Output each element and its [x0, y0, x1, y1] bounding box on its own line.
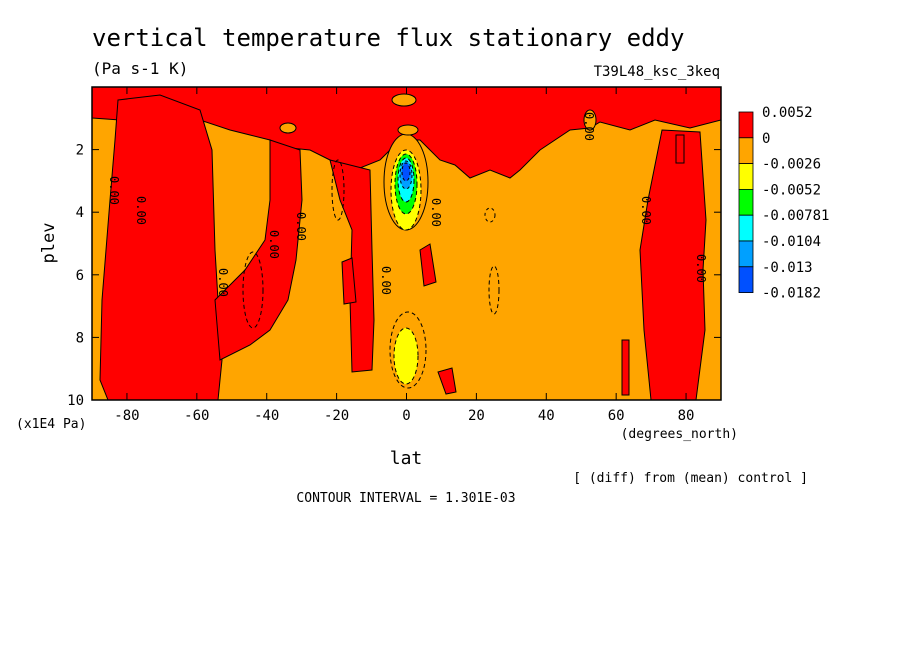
negative-contour: [484, 207, 496, 223]
negative-contour: [488, 265, 500, 315]
north-pole-positive-region: [639, 129, 707, 400]
y-tick-label: 10: [67, 393, 84, 409]
small-positive-patch: [419, 243, 437, 287]
y-tick-label: 8: [76, 330, 84, 346]
colorbar-label: 0.0052: [762, 105, 813, 121]
x-axis-units: (degrees_north): [621, 427, 738, 442]
colorbar-swatch: [738, 214, 754, 242]
y-tick-label: 6: [76, 268, 84, 284]
y-axis: 2 4 6 8 10: [67, 143, 721, 409]
contour-label: 0.00: [294, 212, 308, 241]
colorbar-label: -0.0026: [762, 157, 821, 173]
x-tick-label: 80: [678, 408, 695, 424]
north-positive-spot: [675, 134, 685, 164]
contour-label: 0.00: [216, 268, 230, 297]
colorbar-label: -0.013: [762, 260, 813, 276]
x-tick-label: 0: [402, 408, 410, 424]
x-tick-label: 20: [468, 408, 485, 424]
contour-interval: CONTOUR INTERVAL = 1.301E-03: [296, 491, 515, 506]
colorbar-label: -0.00781: [762, 208, 829, 224]
x-tick-label: -60: [184, 408, 209, 424]
contour-label: 0.00: [134, 196, 148, 225]
south-pole-positive-region: [99, 94, 223, 400]
contour-label: 0.00: [582, 112, 596, 141]
colorbar-label: -0.0182: [762, 286, 821, 302]
colorbar-swatch: [738, 163, 754, 190]
y-tick-label: 4: [76, 205, 84, 221]
chart-title: vertical temperature flux stationary edd…: [92, 24, 684, 52]
contour-label: 0.00: [267, 230, 281, 259]
contour-label: 0.00: [694, 254, 708, 283]
colorbar-label: 0: [762, 131, 770, 147]
chart-units: (Pa s-1 K): [92, 59, 188, 78]
colorbar-swatch: [738, 137, 754, 165]
colorbar-swatch: [738, 111, 754, 139]
colorbar-label: -0.0052: [762, 182, 821, 198]
contour-label: 0.00: [639, 196, 653, 225]
small-positive-patch: [341, 257, 357, 305]
colorbar-label: -0.0104: [762, 234, 821, 250]
y-axis-units: (x1E4 Pa): [16, 417, 86, 432]
x-axis-label: lat: [390, 448, 423, 469]
southern-midlat-positive-region: [214, 139, 303, 361]
x-tick-label: -80: [114, 408, 139, 424]
x-tick-label: 40: [538, 408, 555, 424]
small-positive-patch: [437, 367, 457, 395]
run-label: T39L48_ksc_3keq: [594, 64, 720, 80]
contour-label: 0.00: [379, 266, 393, 295]
colorbar: 0.0052 0 -0.0026 -0.0052 -0.00781 -0.0104 -0.0…: [738, 105, 829, 302]
contour-labels: 0.00 0.00 0.00 0.00 0.00 0.00 0.00 0.00 …: [107, 112, 708, 297]
footnote: [ (diff) from (mean) control ]: [573, 471, 808, 486]
y-tick-label: 2: [76, 143, 84, 159]
contour-field: 0.00 0.00 0.00 0.00 0.00 0.00 0.00 0.00 …: [92, 87, 721, 400]
y-axis-label: plev: [39, 223, 59, 264]
negative-contour: [331, 159, 345, 221]
colorbar-swatch: [738, 240, 754, 268]
colorbar-swatch: [738, 188, 754, 216]
contour-label: 0.00: [107, 176, 121, 205]
x-tick-label: -40: [254, 408, 279, 424]
colorbar-swatch: [738, 266, 754, 293]
x-tick-label: 60: [608, 408, 625, 424]
negative-contour: [242, 251, 264, 329]
north-positive-patch: [621, 339, 630, 396]
contour-label: 0.00: [429, 198, 443, 227]
x-axis: -80 -60 -40 -20 0 20 40 60 80: [114, 87, 694, 424]
x-tick-label: -20: [324, 408, 349, 424]
